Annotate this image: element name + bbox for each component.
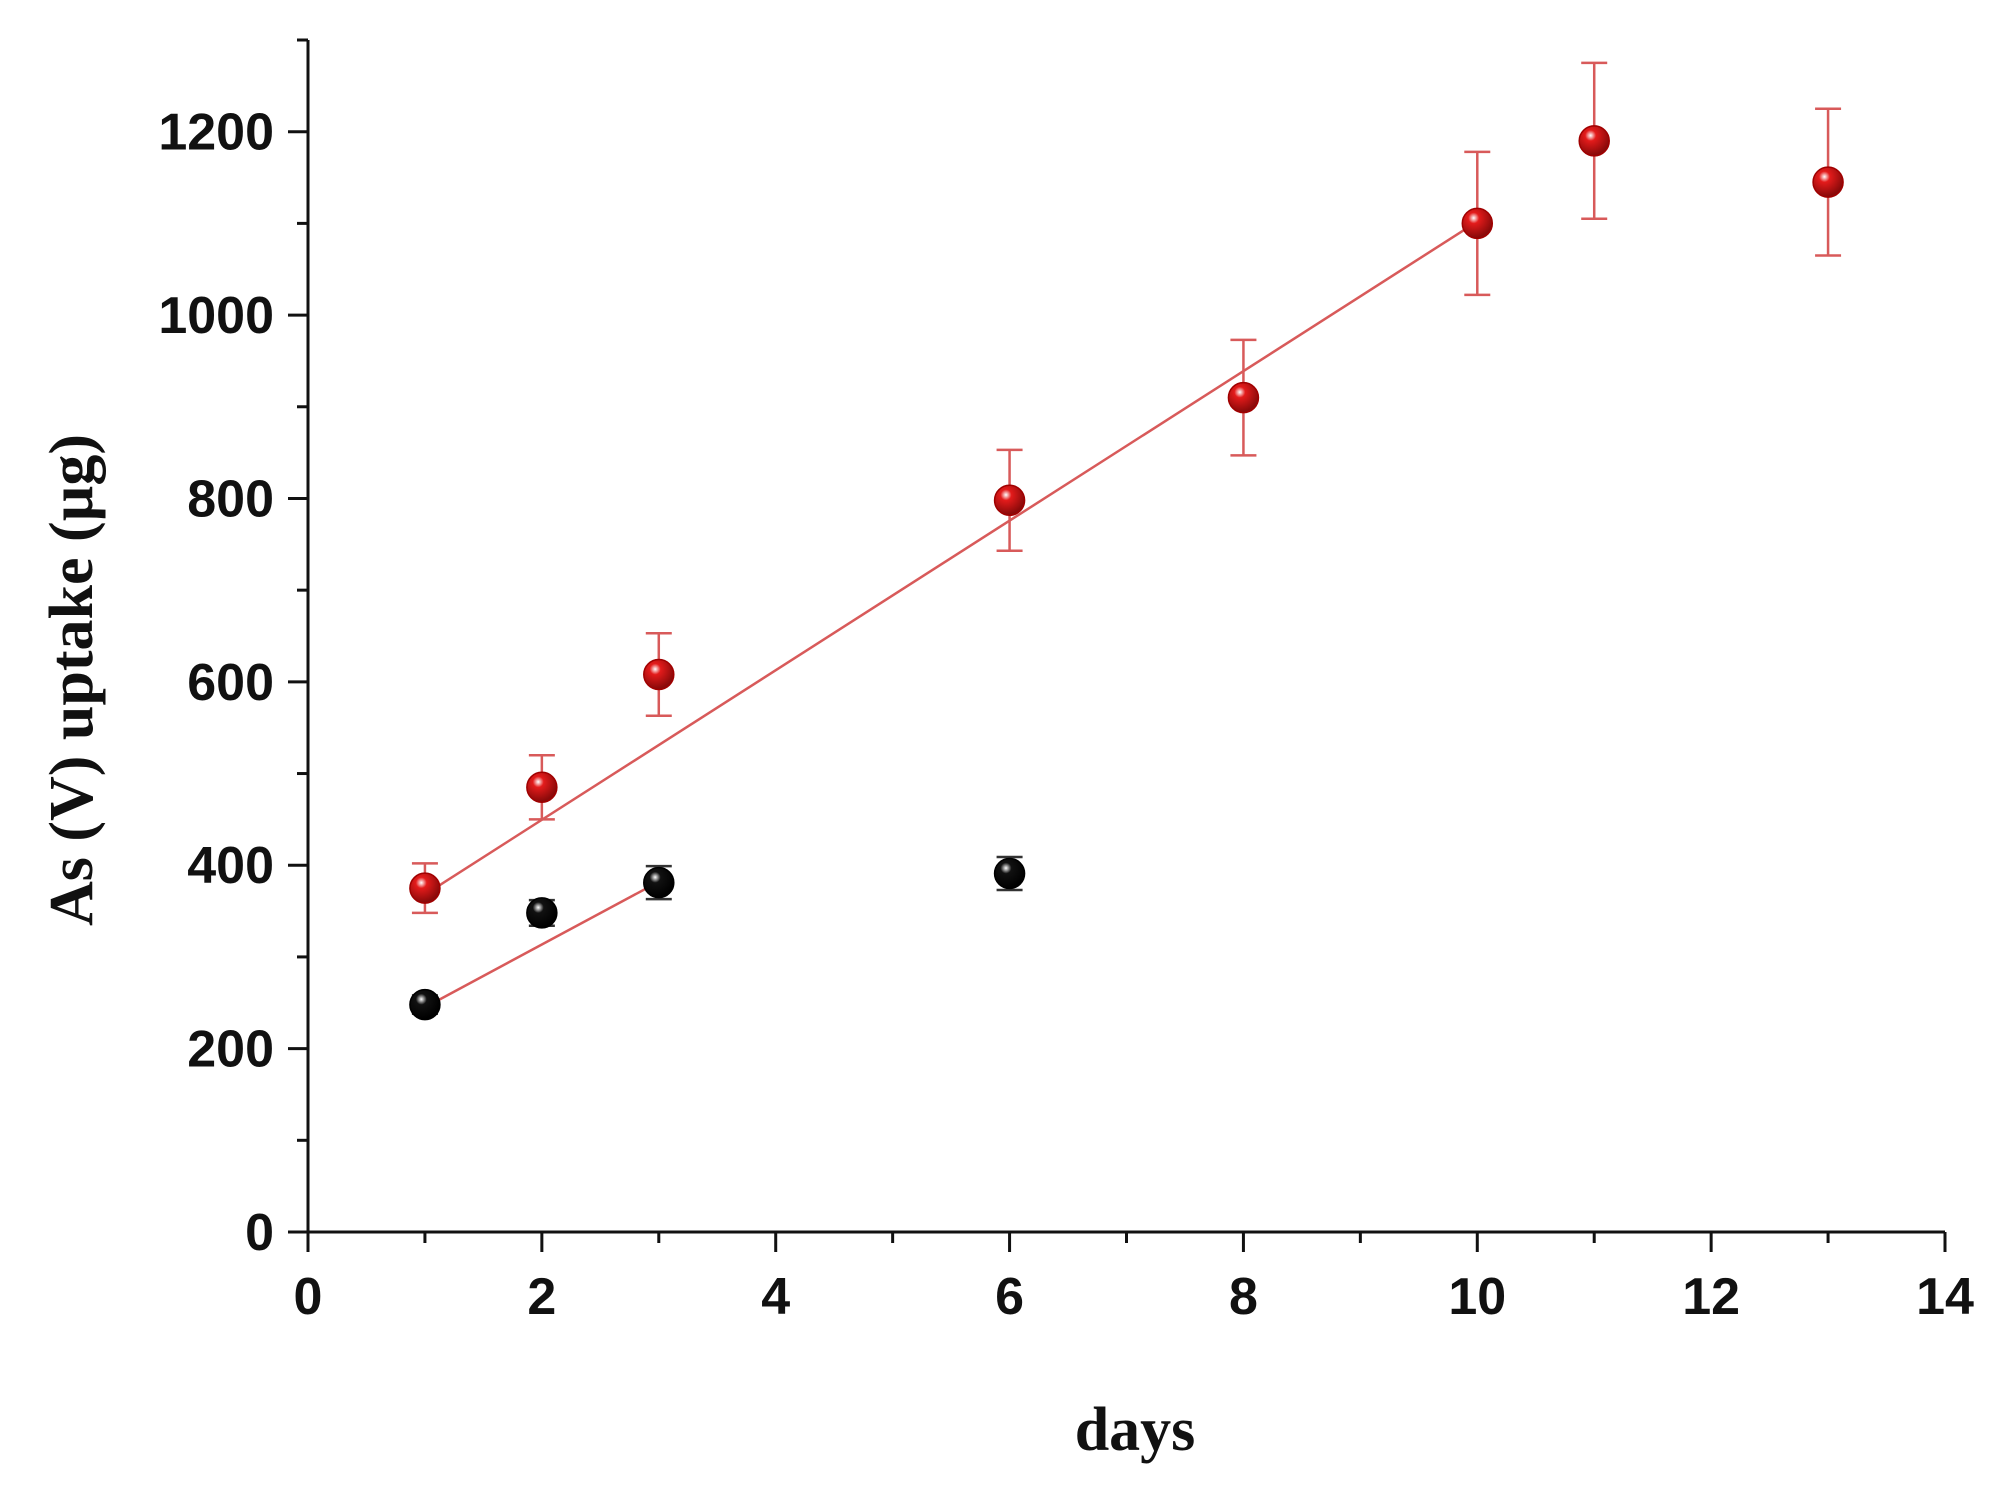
- data-point-red: [526, 771, 558, 804]
- x-tick-label: 0: [294, 1268, 323, 1326]
- fit-line-red: [424, 220, 1478, 896]
- x-tick-label: 12: [1682, 1268, 1740, 1326]
- data-point-black: [643, 866, 675, 899]
- x-tick-label: 14: [1916, 1268, 1974, 1326]
- data-point-red: [643, 658, 675, 691]
- y-axis-title: As (V) uptake (µg): [38, 434, 106, 926]
- data-point-red: [409, 872, 441, 904]
- x-tick-label: 10: [1448, 1268, 1506, 1326]
- data-point-black: [409, 988, 441, 1021]
- x-tick-label: 6: [995, 1268, 1024, 1326]
- data-point-red: [993, 484, 1026, 517]
- x-tick-label: 2: [527, 1268, 556, 1326]
- tick-labels: 0 2 4 6 8 10 12 14 0 200 400 600 800 1000 1200: [158, 104, 1974, 1326]
- data-point-red: [1812, 166, 1844, 198]
- fit-line-black: [424, 880, 660, 1009]
- data-point-red: [1461, 207, 1494, 240]
- y-tick-label: 1200: [158, 104, 274, 162]
- data-point-red: [1227, 381, 1260, 414]
- y-tick-label: 1000: [158, 287, 274, 345]
- y-tick-label: 800: [187, 470, 274, 528]
- y-tick-label: 400: [187, 837, 274, 895]
- y-tick-label: 200: [187, 1021, 274, 1079]
- data-point-black: [993, 857, 1026, 890]
- y-tick-label: 600: [187, 654, 274, 712]
- axes-layer: [288, 38, 1947, 1252]
- fit-lines: [424, 220, 1478, 1009]
- data-points: [409, 125, 1844, 1021]
- x-axis-title: days: [1075, 1396, 1196, 1464]
- data-point-red: [1578, 125, 1610, 157]
- y-tick-label: 0: [245, 1204, 274, 1262]
- data-point-black: [526, 897, 558, 929]
- x-tick-label: 8: [1229, 1268, 1258, 1326]
- x-tick-label: 4: [761, 1268, 790, 1326]
- error-bars: [411, 61, 1842, 1016]
